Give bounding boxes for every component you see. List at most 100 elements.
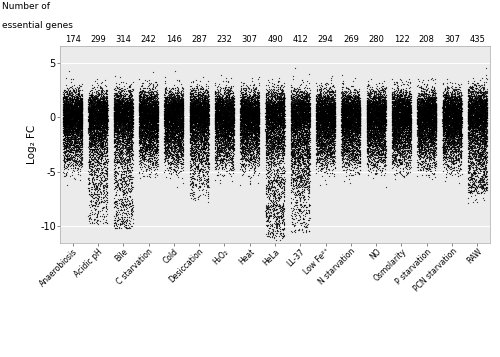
Point	[278, 108, 286, 114]
Point	[140, 111, 147, 116]
Point	[424, 124, 432, 130]
Point	[280, 159, 287, 164]
Point	[344, 103, 352, 109]
Point	[430, 116, 438, 121]
Point	[429, 141, 437, 147]
Point	[64, 115, 72, 120]
Point	[471, 136, 479, 141]
Point	[221, 102, 229, 108]
Point	[400, 105, 408, 111]
Point	[368, 145, 376, 150]
Point	[122, 119, 130, 125]
Point	[168, 116, 175, 122]
Point	[396, 133, 404, 139]
Point	[468, 102, 476, 108]
Point	[270, 102, 278, 108]
Point	[177, 110, 185, 116]
Point	[448, 121, 456, 127]
Point	[429, 95, 437, 101]
Point	[474, 149, 482, 155]
Point	[458, 131, 466, 136]
Point	[218, 153, 226, 159]
Point	[264, 233, 272, 239]
Point	[317, 123, 325, 129]
Point	[73, 102, 81, 107]
Point	[104, 189, 112, 195]
Point	[348, 108, 356, 114]
Point	[325, 120, 333, 125]
Point	[457, 115, 465, 121]
Point	[402, 161, 410, 167]
Point	[300, 86, 308, 91]
Point	[328, 122, 336, 127]
Point	[452, 99, 460, 105]
Point	[328, 145, 336, 151]
Point	[199, 86, 207, 92]
Point	[278, 176, 286, 182]
Point	[60, 91, 68, 97]
Point	[418, 115, 426, 121]
Point	[225, 121, 233, 127]
Point	[427, 120, 435, 126]
Point	[136, 111, 144, 117]
Point	[97, 104, 105, 110]
Point	[246, 100, 254, 105]
Point	[126, 104, 134, 110]
Point	[444, 121, 452, 127]
Point	[376, 103, 384, 109]
Point	[449, 117, 457, 122]
Point	[483, 176, 491, 181]
Point	[151, 129, 159, 135]
Point	[267, 92, 275, 97]
Point	[224, 116, 232, 122]
Point	[458, 131, 466, 137]
Point	[344, 130, 351, 136]
Point	[146, 117, 154, 123]
Point	[150, 95, 158, 101]
Point	[318, 119, 326, 125]
Point	[139, 100, 147, 105]
Point	[276, 114, 283, 120]
Point	[318, 114, 326, 120]
Point	[390, 104, 398, 110]
Point	[274, 115, 281, 121]
Point	[292, 121, 300, 127]
Point	[302, 111, 310, 116]
Point	[428, 134, 436, 139]
Point	[454, 122, 462, 128]
Point	[365, 82, 373, 88]
Point	[324, 110, 332, 116]
Point	[348, 147, 356, 152]
Point	[243, 105, 251, 111]
Point	[85, 177, 93, 183]
Point	[346, 104, 354, 110]
Point	[196, 103, 203, 109]
Point	[340, 120, 347, 126]
Point	[301, 127, 309, 133]
Point	[390, 130, 398, 135]
Point	[240, 129, 248, 134]
Point	[171, 98, 179, 104]
Point	[365, 99, 373, 105]
Point	[414, 161, 422, 167]
Point	[86, 127, 94, 132]
Point	[246, 149, 254, 155]
Point	[70, 102, 78, 108]
Point	[354, 111, 362, 116]
Point	[455, 105, 463, 110]
Point	[74, 106, 82, 112]
Point	[122, 169, 130, 175]
Point	[324, 105, 332, 110]
Point	[188, 113, 196, 119]
Point	[406, 144, 413, 149]
Point	[449, 108, 457, 114]
Point	[142, 95, 150, 100]
Point	[141, 127, 149, 132]
Point	[482, 135, 490, 141]
Point	[366, 135, 374, 141]
Point	[143, 122, 151, 128]
Point	[473, 111, 481, 117]
Point	[136, 110, 144, 116]
Point	[177, 104, 185, 109]
Point	[164, 115, 172, 121]
